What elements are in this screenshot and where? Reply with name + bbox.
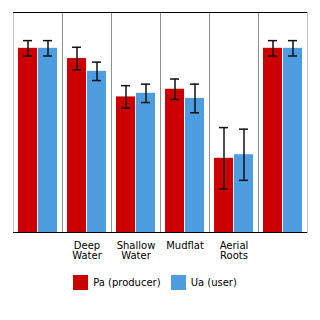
svg-text:DeepWater: DeepWater <box>72 240 102 261</box>
svg-text:ShallowWater: ShallowWater <box>117 240 156 261</box>
html-text:Pa (producer): Pa (producer) <box>93 277 161 288</box>
html-text:Ua (user): Ua (user) <box>190 277 237 288</box>
svg-text:Mudflat: Mudflat <box>166 240 204 251</box>
svg-text:AerialRoots: AerialRoots <box>220 240 249 261</box>
